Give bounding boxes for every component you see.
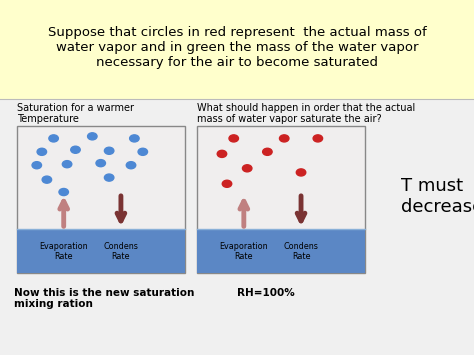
Circle shape [88,133,97,140]
Circle shape [263,148,272,155]
Text: Suppose that circles in red represent  the actual mass of
water vapor and in gre: Suppose that circles in red represent th… [47,26,427,69]
Bar [197,229,365,273]
Text: What should happen in order that the actual
mass of water vapor saturate the air: What should happen in order that the act… [197,103,415,124]
Text: Saturation for a warmer
Temperature: Saturation for a warmer Temperature [17,103,134,124]
Bar [0,0,474,99]
Circle shape [280,135,289,142]
Circle shape [96,160,105,167]
Bar [197,126,365,273]
Circle shape [104,147,114,154]
Circle shape [217,150,227,157]
Circle shape [104,174,114,181]
Circle shape [71,146,80,153]
Text: Condens
Rate: Condens Rate [103,241,138,261]
Circle shape [129,135,139,142]
Text: Now this is the new saturation
mixing ration: Now this is the new saturation mixing ra… [14,288,195,309]
Bar [17,229,185,273]
Circle shape [32,162,42,169]
Bar [17,126,185,273]
Circle shape [49,135,58,142]
Text: Evaporation
Rate: Evaporation Rate [219,241,268,261]
Circle shape [63,160,72,168]
Circle shape [222,180,232,187]
Circle shape [126,162,136,169]
Circle shape [242,165,252,172]
Circle shape [59,189,68,196]
Circle shape [42,176,52,183]
Text: Evaporation
Rate: Evaporation Rate [39,241,88,261]
Circle shape [138,148,147,155]
Circle shape [296,169,306,176]
Circle shape [229,135,238,142]
Text: RH=100%: RH=100% [237,288,295,297]
Text: T must
decrease: T must decrease [401,178,474,216]
Circle shape [37,148,46,155]
Text: Condens
Rate: Condens Rate [283,241,319,261]
Circle shape [313,135,323,142]
